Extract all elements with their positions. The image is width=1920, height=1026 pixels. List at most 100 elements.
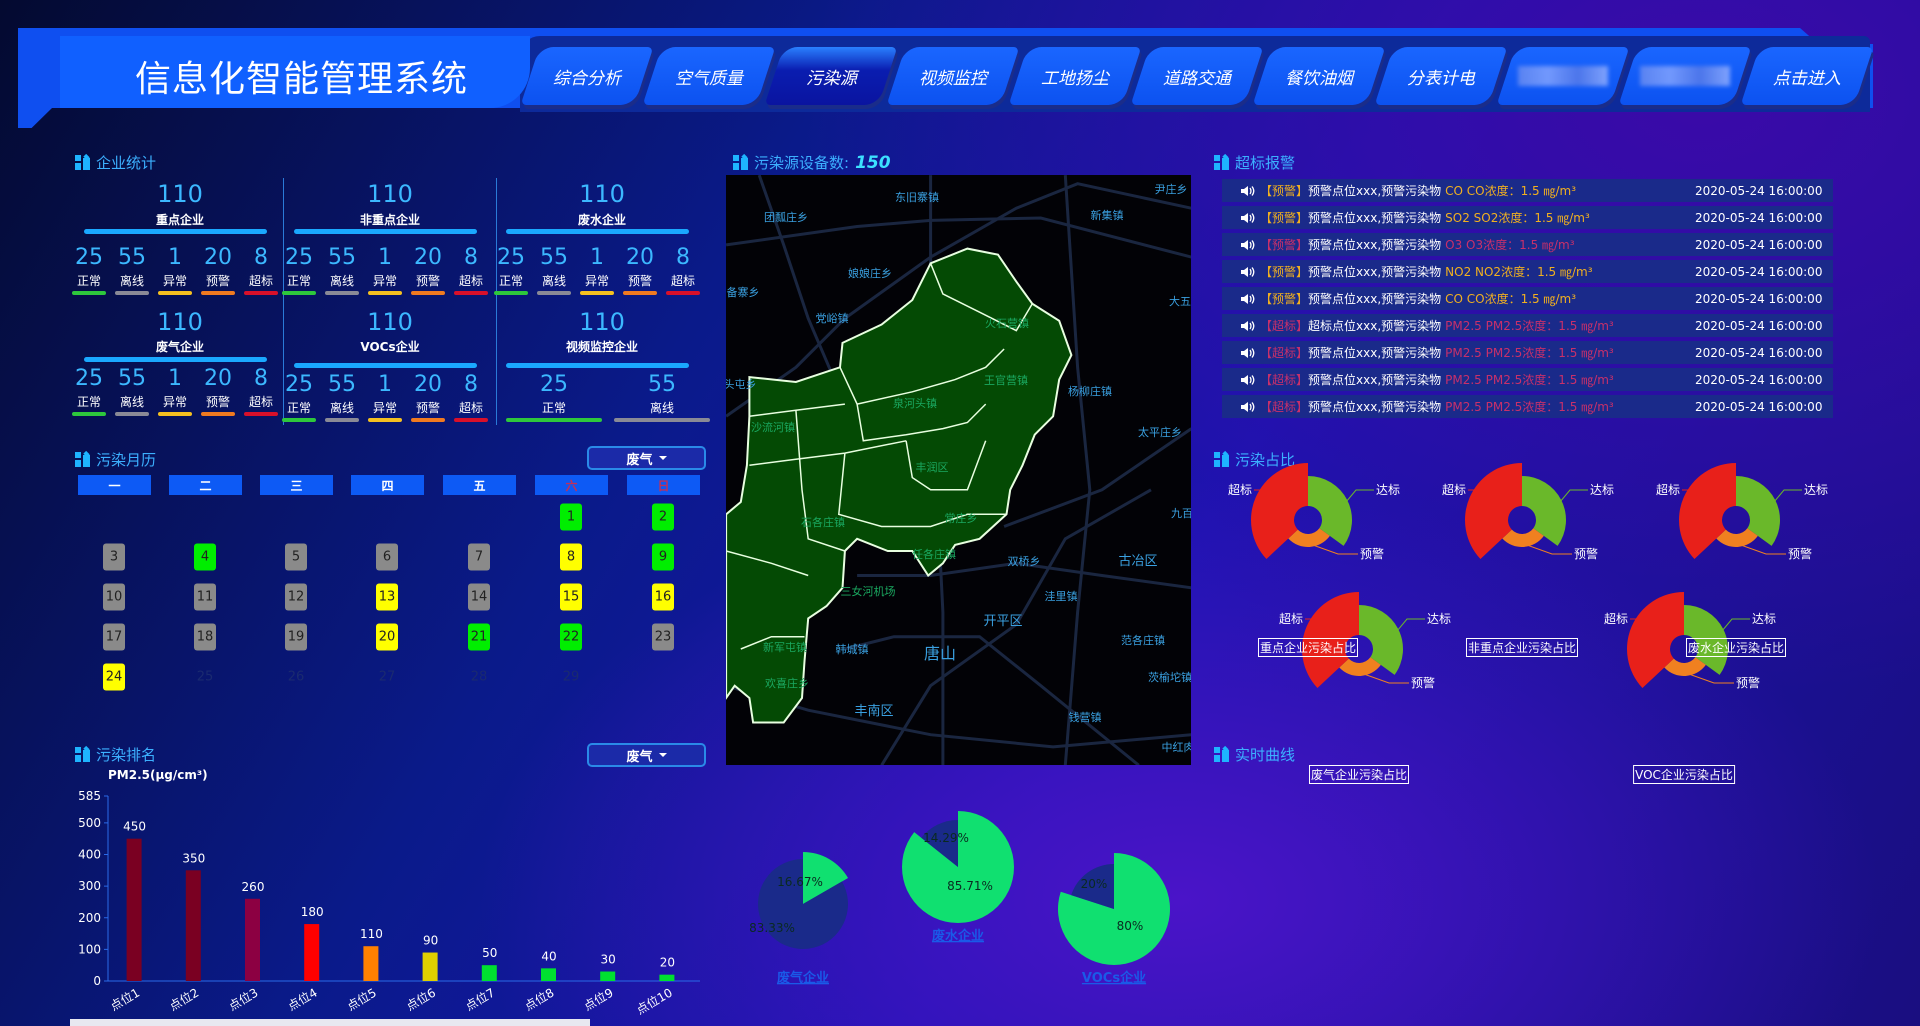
pie-slice[interactable]: [921, 820, 958, 867]
speaker-icon: [1240, 266, 1256, 278]
tab-9[interactable]: [1496, 47, 1630, 105]
pie-slice[interactable]: [803, 852, 849, 904]
pie-slice-label: 14.29%: [923, 831, 969, 845]
calendar-day[interactable]: 9: [652, 543, 674, 571]
donut-slice[interactable]: [1465, 463, 1522, 560]
calendar-day[interactable]: 18: [194, 623, 216, 651]
bar[interactable]: [659, 974, 675, 981]
bar[interactable]: [245, 898, 260, 981]
weekday-header: 一: [78, 475, 151, 495]
x-tick-label: 点位7: [462, 985, 497, 1014]
donut-slice[interactable]: [1251, 463, 1308, 560]
section-ranking: 污染排名: [75, 744, 156, 765]
calendar-day[interactable]: 11: [194, 583, 216, 611]
calendar-day[interactable]: 28: [470, 669, 488, 685]
calendar-day[interactable]: 6: [376, 543, 398, 571]
tab-2[interactable]: 空气质量: [642, 47, 776, 105]
bar[interactable]: [185, 870, 201, 981]
alarm-row[interactable]: 【预警】 预警点位xxx,预警污染物 O3 O3浓度：1.5 ㎎/m³ 2020-05…: [1222, 233, 1833, 256]
bar[interactable]: [541, 968, 556, 981]
alarm-row[interactable]: 【超标】 预警点位xxx,预警污染物 PM2.5 PM2.5浓度：1.5 ㎎/m³ 2…: [1222, 368, 1833, 391]
tab-1[interactable]: 综合分析: [520, 47, 654, 105]
bar[interactable]: [363, 946, 379, 981]
calendar-day[interactable]: 12: [285, 583, 307, 611]
calendar-day[interactable]: 3: [103, 543, 125, 571]
calendar-day[interactable]: 8: [560, 543, 582, 571]
bar[interactable]: [126, 838, 142, 981]
calendar-day[interactable]: 17: [103, 623, 125, 651]
calendar-day[interactable]: 16: [652, 583, 674, 611]
calendar-day[interactable]: 24: [103, 663, 125, 691]
calendar-day[interactable]: 4: [194, 543, 216, 571]
donut-slice[interactable]: [1308, 476, 1352, 546]
calendar-day[interactable]: 14: [468, 583, 490, 611]
alarm-pollutant: PM2.5 PM2.5浓度：1.5 ㎎/m³: [1445, 373, 1614, 387]
donut-slice[interactable]: [1339, 657, 1381, 676]
stat-label: 预警: [205, 395, 231, 409]
alarm-row[interactable]: 【超标】 预警点位xxx,预警污染物 PM2.5 PM2.5浓度：1.5 ㎎/m³ 2…: [1222, 395, 1833, 418]
donut-slice[interactable]: [1679, 463, 1736, 560]
donut-slice[interactable]: [1736, 476, 1780, 546]
donut-slice[interactable]: [1502, 528, 1544, 547]
pie-title[interactable]: 废水企业: [932, 928, 984, 944]
alarm-row[interactable]: 【预警】 预警点位xxx,预警污染物 CO CO浓度：1.5 ㎎/m³ 2020-05…: [1222, 179, 1833, 202]
tab-3[interactable]: 污染源: [764, 47, 898, 105]
tab-8[interactable]: 分表计电: [1374, 47, 1508, 105]
card-total: 110: [367, 180, 413, 208]
calendar-day[interactable]: 1: [560, 503, 582, 531]
tab-6[interactable]: 道路交通: [1130, 47, 1264, 105]
donut-slice[interactable]: [1359, 605, 1403, 675]
bar[interactable]: [422, 952, 438, 981]
alarm-row[interactable]: 【预警】 预警点位xxx,预警污染物 SO2 SO2浓度：1.5 ㎎/m³ 2020-…: [1222, 206, 1833, 229]
alarm-row[interactable]: 【预警】 预警点位xxx,预警污染物 CO CO浓度：1.5 ㎎/m³ 2020-05…: [1222, 287, 1833, 310]
calendar-day[interactable]: 7: [468, 543, 490, 571]
bar[interactable]: [481, 965, 497, 981]
bar[interactable]: [600, 971, 616, 981]
map-view[interactable]: 东旧寨镇 团瓢庄乡 尹庄乡 新集镇 娘娘庄乡 备寨乡 党峪镇 大五 火石营镇 王官营镇 杨柳庄镇 头屯…: [726, 175, 1191, 765]
calendar-day[interactable]: 13: [376, 583, 398, 611]
calendar-day[interactable]: 5: [285, 543, 307, 571]
calendar-day[interactable]: 25: [196, 669, 214, 685]
tab-7[interactable]: 餐饮油烟: [1252, 47, 1386, 105]
calendar-day[interactable]: 2: [652, 503, 674, 531]
donut-slice[interactable]: [1522, 476, 1566, 546]
map-place-label: 泉河头镇: [893, 396, 937, 410]
calendar-day[interactable]: 10: [103, 583, 125, 611]
alarm-row[interactable]: 【预警】 预警点位xxx,预警污染物 NO2 NO2浓度：1.5 ㎎/m³ 2020-…: [1222, 260, 1833, 283]
pie-title[interactable]: 废气企业: [777, 970, 829, 986]
alarm-row[interactable]: 【超标】 超标点位xxx,预警污染物 PM2.5 PM2.5浓度：1.5 ㎎/m³ 2…: [1222, 314, 1833, 337]
donut-slice[interactable]: [1627, 592, 1684, 689]
alarm-row[interactable]: 【超标】 预警点位xxx,预警污染物 PM2.5 PM2.5浓度：1.5 ㎎/m³ 2…: [1222, 341, 1833, 364]
ranking-type-dropdown[interactable]: 废气: [587, 743, 706, 767]
region-border: [837, 453, 1007, 528]
calendar-day[interactable]: 27: [378, 669, 396, 685]
section-map: 污染源设备数: 150: [733, 152, 891, 173]
calendar-day[interactable]: 22: [560, 623, 582, 651]
calendar-day[interactable]: 20: [376, 623, 398, 651]
map-place-label: 丰南区: [854, 703, 893, 719]
horizontal-scrollbar-thumb[interactable]: [70, 1019, 590, 1026]
pie-slice[interactable]: [1071, 864, 1114, 909]
donut-slice[interactable]: [1288, 528, 1330, 547]
donut-slice[interactable]: [1684, 605, 1728, 675]
calendar-day[interactable]: 26: [287, 669, 305, 685]
bar[interactable]: [304, 924, 320, 981]
tab-5[interactable]: 工地扬尘: [1008, 47, 1142, 105]
tab-11[interactable]: 点击进入: [1740, 47, 1874, 105]
donut-slice[interactable]: [1716, 528, 1758, 547]
tab-10[interactable]: [1618, 47, 1752, 105]
bar-value-label: 350: [182, 851, 205, 865]
calendar-day[interactable]: 29: [562, 669, 580, 685]
donut-slice[interactable]: [1664, 657, 1706, 676]
calendar-day[interactable]: 19: [285, 623, 307, 651]
calendar-day[interactable]: 15: [560, 583, 582, 611]
calendar-day[interactable]: 21: [468, 623, 490, 651]
card-name: 废水企业: [577, 213, 627, 227]
stat-value: 20: [626, 245, 654, 270]
pie-slice[interactable]: [758, 859, 848, 949]
calendar-type-dropdown[interactable]: 废气: [587, 446, 706, 470]
pie-title[interactable]: VOCs企业: [1082, 970, 1146, 986]
calendar-day[interactable]: 23: [652, 623, 674, 651]
donut-slice[interactable]: [1302, 592, 1359, 689]
tab-4[interactable]: 视频监控: [886, 47, 1020, 105]
